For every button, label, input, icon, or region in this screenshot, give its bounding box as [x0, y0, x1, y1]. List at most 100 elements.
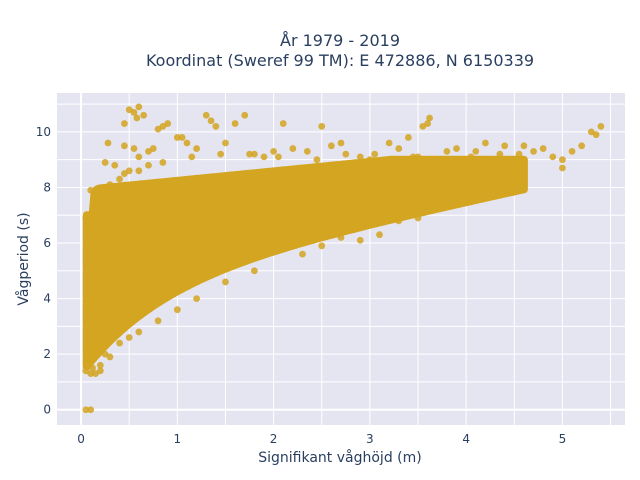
- data-point: [250, 150, 258, 158]
- data-point: [510, 167, 518, 175]
- data-point: [120, 142, 128, 150]
- data-point: [154, 317, 162, 325]
- data-point: [250, 267, 258, 275]
- data-point: [299, 250, 306, 258]
- data-point: [101, 350, 109, 358]
- data-point: [135, 328, 143, 336]
- data-point: [96, 361, 104, 369]
- data-point: [395, 217, 403, 225]
- chart-title-line2: Koordinat (Sweref 99 TM): E 472886, N 61…: [146, 51, 534, 70]
- data-point: [241, 111, 249, 119]
- data-point: [404, 134, 412, 141]
- data-point: [318, 242, 326, 250]
- data-point: [376, 231, 383, 239]
- data-point: [366, 156, 374, 164]
- data-point: [173, 134, 181, 141]
- data-point: [597, 122, 605, 130]
- data-point: [559, 164, 566, 172]
- data-point: [140, 111, 148, 119]
- data-point: [106, 206, 114, 214]
- data-point: [98, 186, 106, 194]
- data-point: [159, 159, 167, 166]
- y-axis-ticks: 0 2 4 6 8 10: [36, 125, 51, 417]
- data-point: [491, 175, 499, 183]
- x-tick-label: 1: [174, 432, 182, 446]
- data-point: [231, 120, 239, 127]
- data-point: [337, 139, 345, 147]
- data-point: [289, 242, 297, 250]
- data-point: [270, 147, 278, 155]
- data-point: [87, 406, 95, 414]
- data-point: [130, 145, 138, 152]
- data-point: [96, 334, 104, 341]
- data-point: [342, 150, 350, 158]
- data-point: [426, 114, 433, 122]
- data-point: [496, 150, 504, 158]
- data-point: [135, 103, 143, 111]
- data-point: [260, 153, 268, 161]
- data-point: [549, 153, 557, 161]
- data-point: [443, 195, 451, 202]
- y-tick-label: 10: [36, 125, 51, 139]
- data-point: [222, 278, 229, 286]
- x-tick-label: 5: [559, 432, 567, 446]
- data-point: [104, 139, 112, 147]
- chart-title-line1: År 1979 - 2019: [280, 31, 400, 50]
- data-point: [559, 156, 566, 164]
- data-point: [424, 206, 432, 214]
- data-point: [106, 181, 114, 189]
- data-point: [125, 334, 133, 341]
- data-point: [116, 175, 123, 183]
- data-point: [87, 370, 95, 378]
- data-point: [530, 147, 537, 155]
- data-point: [212, 122, 220, 130]
- data-point: [356, 236, 364, 244]
- y-tick-label: 0: [43, 403, 51, 417]
- grid-lines: [57, 93, 625, 425]
- data-point: [467, 153, 475, 161]
- data-point: [380, 159, 388, 166]
- data-point: [419, 122, 427, 130]
- data-point: [462, 186, 470, 194]
- data-point: [135, 167, 143, 175]
- y-tick-label: 2: [43, 347, 51, 361]
- dense-point-cloud: [82, 155, 528, 371]
- data-point: [366, 220, 374, 227]
- data-point: [520, 142, 528, 150]
- data-point: [82, 406, 90, 414]
- data-point: [246, 150, 253, 158]
- data-point: [578, 142, 586, 150]
- data-point: [96, 197, 104, 205]
- data-point: [453, 145, 460, 152]
- data-point: [87, 186, 95, 194]
- y-tick-label: 8: [43, 180, 51, 194]
- data-point: [279, 120, 287, 127]
- data-point: [149, 145, 157, 152]
- data-point: [130, 109, 138, 116]
- data-point: [501, 142, 509, 150]
- data-point: [111, 161, 119, 169]
- data-point: [188, 153, 196, 161]
- data-point: [178, 134, 186, 141]
- data-point: [313, 156, 321, 164]
- data-point: [356, 153, 364, 161]
- data-point: [106, 322, 114, 330]
- data-point: [371, 150, 379, 158]
- data-point: [414, 153, 422, 161]
- data-point: [318, 122, 326, 130]
- data-point: [472, 147, 480, 155]
- data-point: [482, 139, 489, 147]
- data-point: [409, 153, 417, 161]
- x-tick-label: 3: [366, 432, 374, 446]
- data-point: [347, 222, 355, 230]
- data-point: [539, 145, 547, 152]
- data-point: [395, 145, 403, 152]
- data-point: [482, 181, 489, 189]
- data-point: [486, 156, 494, 164]
- data-point: [82, 214, 90, 222]
- data-point: [193, 295, 200, 302]
- x-tick-label: 4: [462, 432, 470, 446]
- data-point: [327, 142, 335, 150]
- data-point: [414, 214, 422, 222]
- data-point: [438, 156, 446, 164]
